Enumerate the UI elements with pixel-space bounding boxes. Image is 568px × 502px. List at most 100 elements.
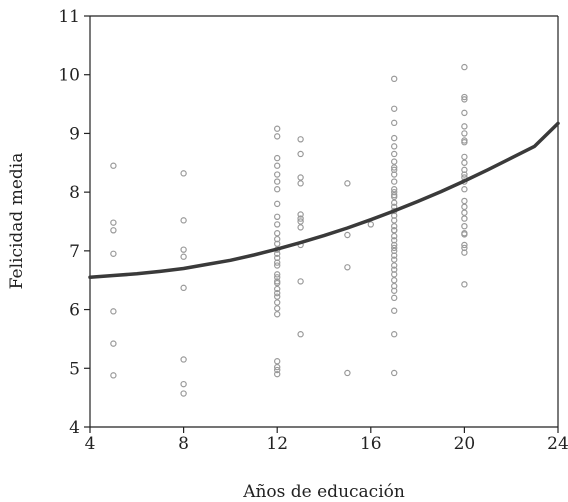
data-point	[391, 262, 398, 269]
data-point	[461, 171, 468, 178]
data-point	[461, 222, 468, 230]
data-point	[391, 186, 398, 193]
data-point	[461, 186, 468, 193]
x-tick-label: 4	[85, 434, 96, 454]
data-point	[180, 356, 187, 363]
data-point	[461, 215, 468, 222]
data-point	[297, 150, 304, 158]
data-point	[274, 262, 281, 269]
data-point	[391, 166, 398, 174]
x-axis-ticks: 4 8 12 16 20 24	[85, 427, 568, 454]
data-point	[391, 150, 398, 158]
data-point	[391, 241, 398, 249]
data-point	[274, 358, 281, 365]
data-point	[391, 119, 398, 127]
y-tick-label: 6	[69, 301, 80, 321]
data-point	[297, 136, 304, 143]
data-point	[344, 264, 351, 271]
data-point	[274, 363, 281, 371]
data-point	[297, 224, 304, 231]
x-tick-label: 8	[178, 434, 189, 454]
data-point	[391, 134, 398, 142]
data-point	[180, 217, 187, 224]
data-point	[297, 211, 304, 218]
data-point	[274, 366, 281, 374]
data-point	[274, 221, 281, 228]
data-point	[274, 186, 281, 193]
data-point	[391, 252, 398, 259]
data-point	[274, 200, 281, 208]
data-point	[110, 250, 117, 257]
data-point	[391, 227, 398, 234]
data-point	[461, 230, 468, 237]
data-point	[391, 191, 398, 199]
data-point	[274, 293, 281, 300]
data-point	[391, 164, 398, 171]
data-point	[461, 93, 468, 101]
data-point	[110, 227, 117, 234]
data-point	[297, 174, 304, 181]
data-point	[180, 246, 187, 253]
data-point	[274, 279, 281, 287]
data-point	[274, 259, 281, 266]
data-point	[110, 372, 117, 379]
data-point	[461, 109, 468, 117]
data-point	[461, 137, 468, 144]
data-point	[461, 209, 468, 216]
data-point	[391, 217, 398, 224]
data-point	[274, 370, 281, 378]
data-point	[391, 256, 398, 263]
data-point	[110, 340, 117, 347]
data-point	[391, 178, 398, 185]
data-point	[344, 369, 351, 377]
y-tick-label: 11	[58, 7, 80, 27]
data-point	[274, 230, 281, 237]
data-point	[391, 232, 398, 240]
data-point	[180, 253, 187, 260]
data-point	[297, 331, 304, 338]
x-axis-title: Años de educación	[242, 482, 405, 502]
data-point	[274, 125, 281, 132]
x-tick-label: 24	[547, 434, 568, 454]
data-point	[461, 241, 468, 249]
y-tick-label: 9	[69, 124, 80, 144]
data-point	[274, 305, 281, 312]
data-point	[461, 123, 468, 130]
data-point	[297, 215, 304, 222]
data-point	[110, 308, 117, 315]
data-point	[391, 277, 398, 284]
data-point	[391, 75, 398, 83]
trend-curve	[88, 121, 560, 280]
data-point	[391, 271, 398, 278]
data-point	[391, 369, 398, 377]
y-tick-label: 5	[69, 359, 80, 379]
y-axis-ticks: 4 5 6 7 8 9 10 11	[58, 7, 90, 438]
data-point	[274, 299, 281, 306]
data-point	[461, 159, 468, 166]
data-points	[110, 63, 468, 397]
data-point	[391, 244, 398, 252]
data-point	[274, 289, 281, 297]
y-tick-label: 7	[69, 242, 80, 262]
data-point	[461, 63, 468, 71]
data-point	[274, 133, 281, 140]
data-point	[274, 213, 281, 221]
data-point	[274, 285, 281, 293]
data-point	[461, 96, 468, 103]
data-point	[461, 197, 468, 205]
data-point	[391, 287, 398, 294]
data-point	[391, 307, 398, 314]
data-point	[274, 271, 281, 278]
data-point	[461, 249, 468, 256]
data-point	[344, 231, 351, 239]
data-point	[297, 278, 304, 285]
data-point	[391, 331, 398, 338]
data-point	[461, 281, 468, 288]
data-point	[274, 235, 281, 243]
data-point	[180, 170, 187, 177]
x-tick-label: 12	[266, 434, 288, 454]
y-axis-title: Felicidad media	[7, 153, 27, 290]
data-point	[391, 199, 398, 206]
data-point	[297, 218, 304, 225]
